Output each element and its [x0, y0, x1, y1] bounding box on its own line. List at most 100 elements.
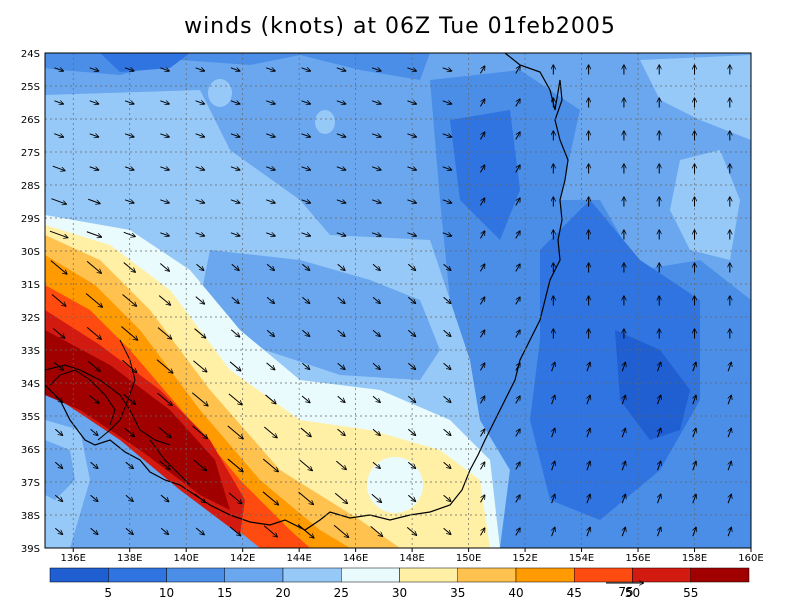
wind-arrow	[301, 68, 311, 71]
wind-arrow	[54, 527, 63, 534]
wind-arrow	[515, 330, 521, 338]
wind-arrow	[159, 263, 169, 272]
wind-arrow	[266, 134, 275, 137]
wind-arrow	[51, 294, 66, 307]
wind-arrow	[336, 68, 346, 71]
wind-arrow	[407, 329, 416, 336]
wind-arrow	[89, 68, 99, 71]
wind-arrow	[160, 233, 169, 236]
wind-arrow	[262, 491, 279, 505]
wind-arrow	[264, 426, 277, 438]
filled-contours	[45, 53, 751, 548]
colorbar-swatch	[515, 567, 575, 583]
contour-45-50	[45, 255, 350, 548]
colorbar-swatch	[690, 567, 750, 583]
wind-arrow	[336, 134, 346, 137]
wind-arrow	[480, 396, 486, 404]
wind-arrow	[193, 360, 207, 373]
wind-arrow	[336, 233, 346, 236]
wind-arrow	[480, 99, 486, 107]
wind-arrow	[195, 101, 205, 104]
river-line	[49, 369, 116, 426]
wind-arrow	[157, 327, 172, 340]
wind-arrow	[231, 296, 240, 303]
wind-arrow	[262, 458, 278, 472]
wind-arrow	[372, 263, 381, 270]
wind-arrow	[552, 527, 555, 537]
wind-arrow	[299, 459, 313, 471]
wind-arrow	[89, 134, 99, 137]
wind-arrow	[301, 101, 311, 104]
wind-arrow	[371, 101, 381, 104]
x-tick-label: 156E	[625, 553, 650, 564]
y-tick-label: 27S	[21, 148, 40, 159]
wind-arrow	[407, 101, 416, 104]
wind-arrow	[515, 363, 521, 371]
wind-arrow	[88, 198, 100, 203]
wind-arrow	[123, 393, 135, 404]
wind-arrow	[658, 428, 661, 438]
wind-arrow	[728, 494, 731, 504]
wind-arrow	[191, 392, 208, 406]
wind-arrow	[122, 359, 137, 372]
wind-arrow	[125, 527, 134, 534]
wind-arrow	[266, 200, 275, 203]
colorbar-swatch	[282, 567, 342, 583]
x-tick-label: 136E	[61, 553, 86, 564]
y-tick-label: 37S	[21, 478, 40, 489]
wind-arrow	[515, 165, 521, 173]
x-tick-label: 144E	[286, 553, 311, 564]
wind-arrow	[693, 461, 696, 471]
wind-arrow	[195, 68, 205, 71]
y-tick-label: 39S	[21, 544, 40, 555]
wind-arrow	[156, 359, 173, 374]
wind-arrow	[86, 260, 102, 273]
x-tick-label: 148E	[399, 553, 424, 564]
wind-arrow	[160, 200, 169, 203]
wind-arrow	[337, 296, 346, 303]
wind-arrow	[480, 231, 486, 239]
colorbar-swatch	[632, 567, 691, 583]
x-tick-label: 150E	[456, 553, 481, 564]
wind-arrow	[443, 395, 452, 402]
wind-arrow	[51, 198, 66, 205]
colorbar-label: 55	[683, 586, 698, 600]
wind-arrow	[693, 395, 696, 405]
wind-arrow	[552, 461, 555, 471]
contour-east-core	[450, 110, 520, 240]
wind-arrow	[86, 231, 102, 237]
wind-arrow	[124, 427, 135, 437]
wind-arrow	[302, 296, 310, 303]
wind-arrow	[622, 494, 625, 504]
state-border-1	[45, 364, 171, 446]
wind-arrow	[124, 68, 134, 71]
y-tick-label: 28S	[21, 181, 40, 192]
wind-arrow	[337, 362, 346, 369]
wind-arrow	[90, 494, 99, 501]
wind-arrow	[125, 461, 134, 469]
colorbar-label: 40	[508, 586, 523, 600]
wind-arrow	[371, 493, 382, 502]
wind-arrow	[480, 495, 486, 503]
wind-arrow	[728, 395, 731, 405]
wind-arrow	[337, 428, 346, 436]
wind-arrow	[442, 167, 452, 170]
wind-arrow	[443, 362, 452, 369]
wind-arrow	[587, 461, 590, 471]
wind-arrow	[49, 230, 68, 238]
wind-arrow	[658, 395, 661, 405]
y-tick-label: 24S	[21, 49, 40, 60]
contour-east-core-2	[530, 200, 700, 520]
wind-arrow	[158, 426, 172, 438]
wind-arrow	[407, 134, 416, 137]
wind-arrow	[333, 524, 349, 538]
wind-arrow	[160, 134, 169, 137]
y-axis-ticks: 24S 25S 26S 27S 28S 29S 30S 31S 32S 33S 34S 35S 36S 3…	[21, 49, 40, 555]
wind-arrow	[443, 428, 452, 435]
map-frame	[44, 52, 752, 549]
colorbar-label: 20	[275, 586, 290, 600]
wind-arrow	[658, 461, 661, 471]
wind-arrow	[336, 101, 346, 104]
wind-arrow	[515, 231, 521, 239]
wind-arrow	[515, 264, 521, 272]
